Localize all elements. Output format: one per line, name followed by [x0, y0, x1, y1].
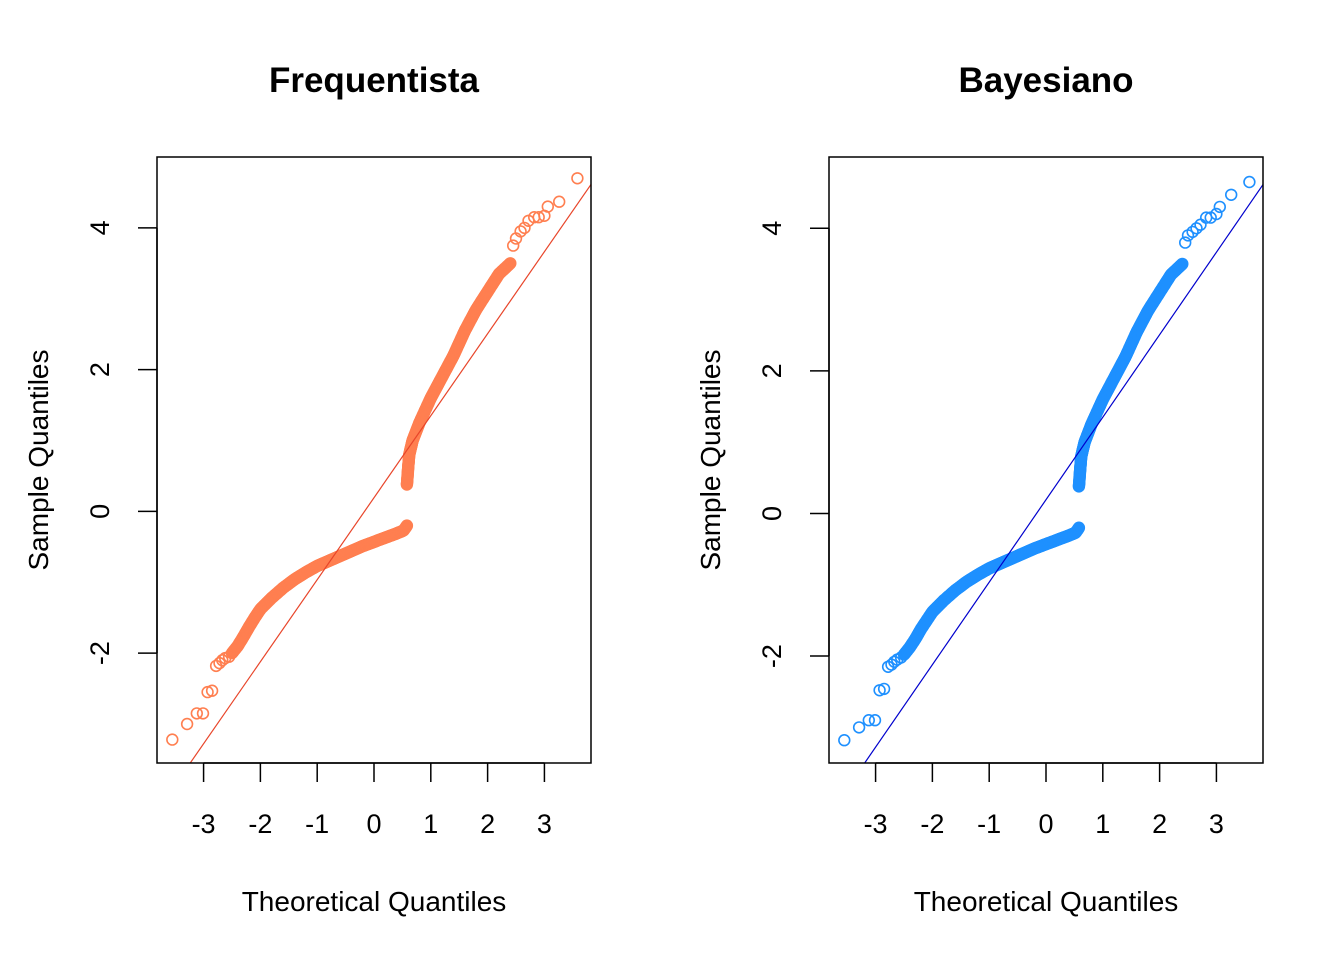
data-point	[507, 239, 520, 252]
data-point	[1176, 257, 1189, 271]
y-tick-label: 4	[757, 221, 787, 236]
points-layer	[166, 172, 584, 746]
data-point	[205, 684, 219, 697]
y-tick-label: -2	[85, 641, 115, 665]
x-tick-label: 2	[1152, 809, 1167, 839]
data-point	[518, 221, 531, 235]
data-point	[571, 172, 584, 185]
data-point	[514, 225, 527, 238]
y-tick-label: 0	[85, 504, 115, 519]
y-axis: -2 0 2 4	[757, 221, 830, 668]
data-point	[1243, 175, 1256, 189]
y-tick-label: 2	[757, 363, 787, 378]
data-point	[532, 211, 545, 224]
data-point	[504, 257, 517, 270]
x-tick-label: 0	[1038, 809, 1053, 839]
x-axis: -3 -2 -1 0 1 2 3	[192, 762, 552, 839]
y-axis: -2 0 2 4	[85, 220, 158, 665]
x-tick-label: -2	[920, 809, 944, 839]
data-point	[868, 713, 882, 727]
data-point	[216, 653, 229, 667]
y-tick-label: -2	[757, 644, 787, 668]
data-point	[888, 655, 901, 668]
chart-title: Bayesiano	[958, 61, 1133, 100]
x-tick-label: 1	[423, 809, 438, 839]
x-tick-label: 1	[1095, 809, 1110, 839]
data-point	[1190, 222, 1203, 235]
y-tick-label: 2	[85, 362, 115, 377]
chart-title: Frequentista	[269, 61, 480, 100]
x-tick-label: -3	[192, 809, 216, 839]
data-point	[400, 519, 414, 532]
data-point	[196, 707, 210, 720]
y-tick-label: 0	[757, 506, 787, 521]
data-point	[166, 733, 179, 746]
data-point	[1072, 521, 1086, 534]
y-tick-label: 4	[85, 220, 115, 235]
data-point	[1213, 200, 1227, 214]
y-axis-label: Sample Quantiles	[23, 349, 54, 570]
data-point	[862, 713, 875, 727]
x-tick-label: -1	[305, 809, 329, 839]
data-point	[180, 717, 194, 731]
x-axis: -3 -2 -1 0 1 2 3	[864, 762, 1224, 839]
data-point	[1186, 225, 1199, 239]
x-tick-label: 2	[480, 809, 495, 839]
x-axis-label: Theoretical Quantiles	[914, 886, 1179, 917]
qq-reference-line	[189, 184, 591, 763]
data-point	[1224, 188, 1238, 202]
qq-reference-line	[863, 184, 1263, 763]
data-point	[838, 733, 851, 747]
x-axis-label: Theoretical Quantiles	[242, 886, 507, 917]
x-tick-label: 3	[1209, 809, 1224, 839]
data-point	[852, 721, 866, 734]
data-point	[877, 682, 891, 696]
panel-frequentista: Frequentista -3 -2 -1 0 1 2 3 -2 0 2 4 Theoretical Q…	[23, 61, 592, 917]
x-tick-label: -3	[864, 809, 888, 839]
data-point	[1178, 236, 1192, 249]
panel-bayesiano: Bayesiano -3 -2 -1 0 1 2 3 -2 0 2 4 Theoretical Quan…	[695, 61, 1264, 917]
data-point	[541, 200, 554, 213]
data-point	[1210, 207, 1223, 221]
x-tick-label: -1	[977, 809, 1001, 839]
data-point	[190, 707, 204, 720]
y-axis-label: Sample Quantiles	[695, 349, 726, 570]
x-tick-label: 3	[537, 809, 552, 839]
x-tick-label: 0	[366, 809, 381, 839]
x-tick-label: -2	[248, 809, 272, 839]
data-point	[552, 195, 566, 208]
